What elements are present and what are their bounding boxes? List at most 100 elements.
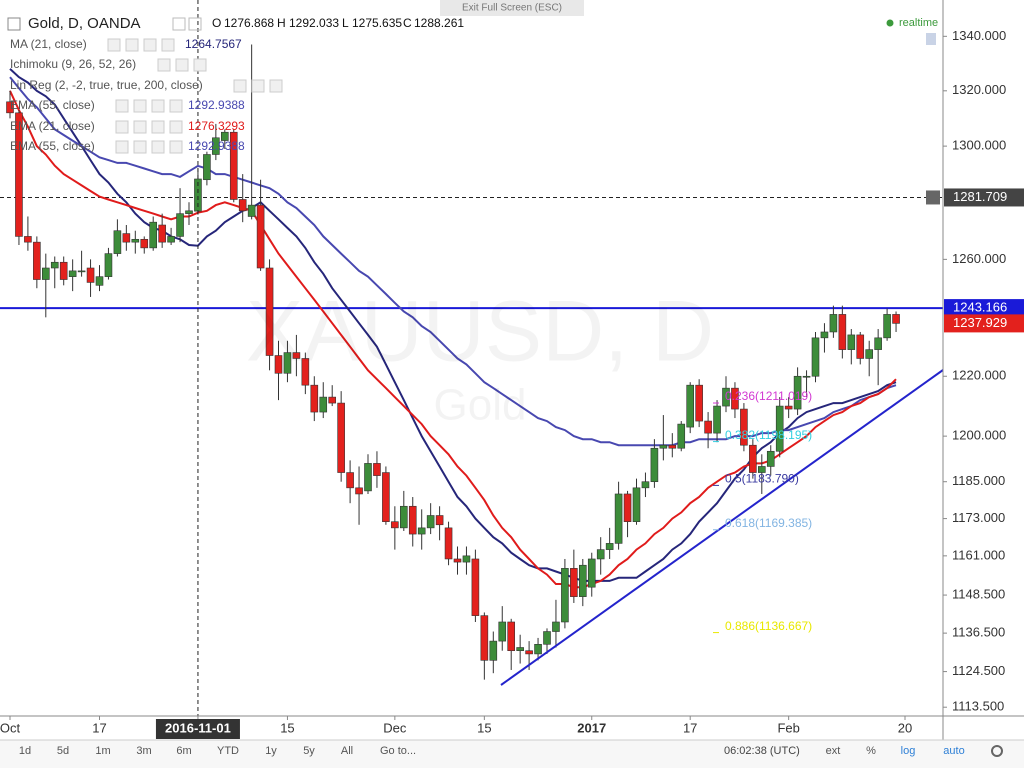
candle-body bbox=[811, 337, 820, 377]
option-button[interactable]: % bbox=[866, 745, 876, 757]
candle-body bbox=[865, 349, 874, 359]
symbol-title: Gold, D, OANDA bbox=[28, 15, 141, 32]
fib-label: 0.886(1136.667) bbox=[725, 619, 812, 633]
candle-body bbox=[328, 396, 337, 404]
candle-body bbox=[167, 236, 175, 243]
legend-name[interactable]: MA (21, close) bbox=[10, 37, 87, 51]
settings-gear[interactable] bbox=[991, 745, 1003, 757]
range-button[interactable]: 1d bbox=[19, 745, 31, 757]
legend-name[interactable]: Ichimoku (9, 26, 52, 26) bbox=[10, 57, 136, 71]
scroll-icon[interactable] bbox=[926, 33, 936, 45]
legend-name[interactable]: EMA (55, close) bbox=[10, 98, 95, 112]
candle-body bbox=[176, 213, 184, 237]
range-button[interactable]: 6m bbox=[176, 745, 191, 757]
range-button[interactable]: All bbox=[341, 745, 353, 757]
range-button[interactable]: 1y bbox=[265, 745, 277, 757]
indicator-line bbox=[9, 90, 897, 589]
candle-body bbox=[212, 137, 220, 155]
candle-body bbox=[24, 236, 32, 243]
candle-body bbox=[766, 450, 775, 467]
exit-fullscreen-button[interactable] bbox=[440, 0, 584, 16]
candle-body bbox=[6, 101, 14, 114]
candle-body bbox=[319, 396, 328, 413]
indicator-line bbox=[9, 68, 897, 582]
y-tick-label: 1124.500 bbox=[952, 663, 1005, 678]
candle-body bbox=[104, 253, 113, 277]
candle-body bbox=[704, 420, 712, 434]
candle-body bbox=[740, 408, 748, 446]
legend-name[interactable]: Lin Reg (2, -2, true, true, 200, close) bbox=[10, 78, 203, 92]
candle-body bbox=[274, 355, 283, 374]
candle-body bbox=[650, 447, 659, 483]
range-button[interactable]: YTD bbox=[217, 745, 239, 757]
y-tick-label: 1200.000 bbox=[952, 428, 1006, 443]
candle-body bbox=[578, 564, 587, 597]
exit-fullscreen-label[interactable]: Exit Full Screen (ESC) bbox=[462, 3, 562, 14]
candle-body bbox=[426, 515, 435, 529]
y-tick-label: 1161.000 bbox=[952, 547, 1005, 562]
realtime-status: realtime bbox=[899, 17, 938, 29]
candle-body bbox=[749, 444, 757, 473]
candle-body bbox=[86, 267, 95, 283]
range-button[interactable]: 3m bbox=[136, 745, 151, 757]
legend-value: 1292.9388 bbox=[188, 139, 245, 153]
y-tick-label: 1148.500 bbox=[952, 587, 1005, 602]
option-button[interactable]: log bbox=[901, 745, 916, 757]
indicator-line bbox=[9, 76, 897, 447]
candle-body bbox=[247, 204, 256, 217]
title-icons[interactable] bbox=[172, 17, 202, 31]
y-tick-label: 1300.000 bbox=[952, 138, 1006, 153]
legend-name[interactable]: EMA (21, close) bbox=[10, 119, 95, 133]
range-button[interactable]: 5y bbox=[303, 745, 315, 757]
last-price-box bbox=[944, 314, 1024, 333]
option-button[interactable]: ext bbox=[826, 745, 841, 757]
watermark-name: Gold bbox=[434, 381, 527, 430]
legend-buttons[interactable] bbox=[107, 38, 283, 154]
range-button[interactable]: 5d bbox=[57, 745, 69, 757]
candle-body bbox=[41, 267, 50, 280]
candle-body bbox=[829, 314, 838, 333]
x-tick-label: 20 bbox=[898, 720, 912, 735]
candle-body bbox=[784, 405, 793, 410]
hline-price-label: 1243.166 bbox=[953, 300, 1007, 315]
candle-body bbox=[355, 487, 363, 495]
candle-body bbox=[874, 337, 882, 350]
x-tick-label: Dec bbox=[383, 720, 407, 735]
candle-body bbox=[802, 375, 811, 378]
clock: 06:02:38 (UTC) bbox=[724, 745, 800, 757]
candle-body bbox=[265, 267, 274, 356]
fib-label: 0.618(1169.385) bbox=[725, 516, 812, 530]
candle-body bbox=[77, 270, 86, 273]
candle-body bbox=[408, 505, 417, 535]
option-button[interactable]: auto bbox=[943, 745, 964, 757]
x-tick-label: 15 bbox=[280, 720, 294, 735]
x-tick-label: 2016-11-01 bbox=[165, 720, 231, 735]
x-tick-label: 17 bbox=[92, 720, 106, 735]
range-button[interactable]: 1m bbox=[95, 745, 110, 757]
candle-body bbox=[838, 314, 847, 350]
legend-value: 1264.7567 bbox=[185, 37, 242, 51]
candle-body bbox=[668, 444, 677, 449]
candle-body bbox=[605, 543, 614, 550]
collapse-icon[interactable] bbox=[7, 17, 21, 31]
x-tick-label: 15 bbox=[477, 720, 491, 735]
y-tick-label: 1136.500 bbox=[952, 625, 1005, 640]
candle-body bbox=[292, 352, 301, 359]
candle-body bbox=[892, 314, 900, 324]
legend-name[interactable]: EMA (55, close) bbox=[10, 139, 95, 153]
y-tick-label: 1113.500 bbox=[952, 699, 1004, 714]
candle-body bbox=[238, 199, 247, 212]
candle-body bbox=[552, 621, 560, 632]
candle-body bbox=[59, 261, 68, 280]
candle-body bbox=[561, 568, 569, 623]
y-tick-label: 1340.000 bbox=[952, 28, 1006, 43]
realtime-dot bbox=[886, 19, 894, 27]
x-tick-label: Oct bbox=[0, 720, 20, 735]
x-tick-label: Feb bbox=[777, 720, 799, 735]
candle-body bbox=[131, 238, 140, 243]
candle-body bbox=[695, 384, 703, 422]
goto-button[interactable]: Go to... bbox=[380, 745, 416, 757]
candle-body bbox=[283, 352, 292, 374]
x-tick-label: 2017 bbox=[577, 720, 606, 735]
